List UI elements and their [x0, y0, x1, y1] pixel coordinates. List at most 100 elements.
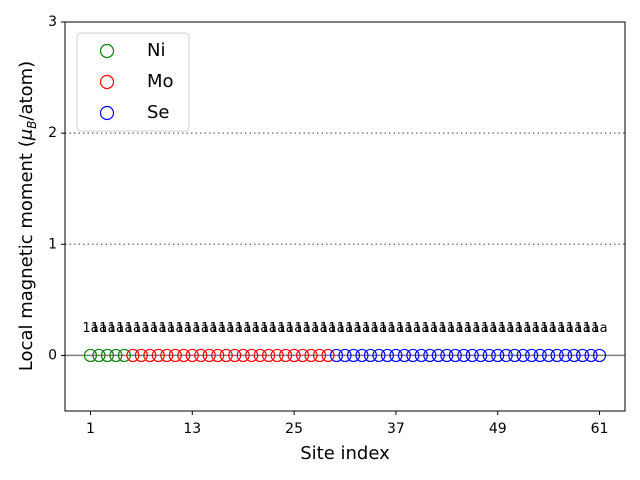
x-tick-label: 37	[387, 421, 405, 437]
y-tick-label: 2	[48, 125, 57, 141]
point-label: 1a	[405, 321, 421, 336]
point-label: 1a	[91, 321, 107, 336]
data-point	[592, 348, 607, 363]
point-label: 1a	[235, 321, 251, 336]
data-point	[329, 348, 344, 363]
point-label: 1a	[456, 321, 472, 336]
data-point	[287, 348, 301, 363]
data-point	[245, 348, 259, 363]
data-point	[168, 348, 182, 363]
point-label: 1a	[388, 321, 404, 336]
point-label: 1a	[498, 321, 514, 336]
point-label: 1a	[159, 321, 175, 336]
point-label: 1a	[490, 321, 506, 336]
point-label: 1a	[379, 321, 395, 336]
point-label: 1a	[294, 321, 310, 336]
point-label: 1a	[108, 321, 124, 336]
y-axis-label: Local magnetic moment (μB/atom)	[16, 61, 39, 371]
point-label: 1a	[227, 321, 243, 336]
point-label: 1a	[396, 321, 412, 336]
data-point	[363, 348, 378, 363]
point-label: 1a	[345, 321, 361, 336]
legend-label: Ni	[147, 40, 165, 61]
point-label: 1a	[150, 321, 166, 336]
data-point	[160, 348, 174, 363]
y-tick-label: 1	[48, 236, 57, 252]
plot-frame	[64, 21, 626, 412]
data-point	[143, 348, 157, 363]
data-point	[117, 348, 131, 363]
x-tick-label: 13	[183, 421, 201, 437]
legend-marker	[99, 43, 115, 59]
point-label: 1a	[201, 321, 217, 336]
x-tick-label: 1	[86, 421, 95, 437]
point-label: 1a	[218, 321, 234, 336]
point-label: 1a	[566, 321, 582, 336]
data-point	[474, 348, 488, 363]
data-point	[389, 348, 403, 363]
point-label: 1a	[328, 321, 344, 336]
data-point	[542, 348, 556, 363]
data-point	[185, 348, 199, 363]
data-point	[499, 348, 513, 363]
x-axis-label: Site index	[300, 443, 390, 464]
point-label: 1a	[337, 321, 353, 336]
data-point	[83, 348, 98, 363]
y-tick-label: 0	[48, 347, 57, 363]
data-point	[262, 348, 276, 363]
point-label: 1a	[532, 321, 548, 336]
data-point	[482, 348, 496, 363]
data-point	[355, 348, 369, 363]
data-point	[584, 348, 598, 363]
data-point	[465, 348, 479, 363]
point-label: 1a	[362, 321, 378, 336]
y-label-part: Local magnetic moment (	[16, 140, 37, 371]
point-label: 1a	[320, 321, 336, 336]
data-point	[533, 348, 547, 363]
y-tick-label: 3	[48, 14, 57, 30]
legend-marker	[99, 74, 115, 90]
point-label: 1a	[557, 321, 573, 336]
data-point	[448, 348, 462, 363]
data-point	[92, 348, 106, 363]
point-label: 1a	[303, 321, 319, 336]
data-point	[304, 348, 318, 363]
x-tick-label: 25	[285, 421, 303, 437]
data-point	[134, 348, 148, 363]
data-point	[321, 348, 335, 363]
point-label: 1a	[481, 321, 497, 336]
data-point	[338, 348, 352, 363]
point-label: 1a	[473, 321, 489, 336]
legend-label: Mo	[147, 71, 174, 92]
point-label: 1a	[176, 321, 192, 336]
data-point	[414, 348, 428, 363]
point-label: 1a	[515, 321, 531, 336]
data-point	[253, 348, 267, 363]
data-point	[100, 348, 115, 363]
data-point	[228, 348, 242, 363]
point-label: 1a	[277, 321, 293, 336]
point-label: 1a	[422, 321, 438, 336]
data-point	[194, 348, 208, 363]
data-point	[550, 348, 564, 363]
data-point	[567, 348, 581, 363]
data-point	[575, 348, 590, 363]
point-label: 1a	[133, 321, 149, 336]
point-label: 1a	[311, 321, 327, 336]
data-point	[516, 348, 530, 363]
data-point	[312, 348, 327, 363]
data-point	[109, 348, 123, 363]
point-label: 1a	[371, 321, 387, 336]
data-point	[211, 348, 225, 363]
point-label: 1a	[541, 321, 557, 336]
point-label: 1a	[507, 321, 523, 336]
legend-marker	[99, 105, 115, 121]
point-label: 1a	[413, 321, 429, 336]
data-point	[559, 348, 573, 363]
point-label: 1a	[430, 321, 446, 336]
data-point	[440, 348, 454, 363]
x-tick-label: 49	[489, 421, 507, 437]
point-label: 1a	[252, 321, 268, 336]
data-point	[126, 348, 140, 363]
point-label: 1a	[210, 321, 226, 336]
